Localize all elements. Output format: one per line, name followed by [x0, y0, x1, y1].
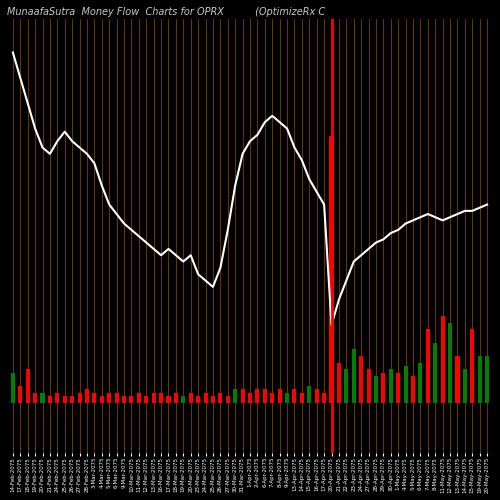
Bar [300, 392, 304, 402]
Bar [463, 370, 467, 402]
Bar [256, 390, 260, 402]
Bar [152, 392, 156, 402]
Bar [426, 330, 430, 402]
Bar [263, 390, 267, 402]
Bar [337, 362, 341, 403]
Bar [188, 392, 193, 402]
Bar [344, 370, 348, 402]
Bar [278, 390, 281, 402]
Bar [18, 386, 22, 402]
Bar [359, 356, 363, 403]
Bar [144, 396, 148, 402]
Bar [122, 396, 126, 402]
Bar [204, 392, 208, 402]
Bar [478, 356, 482, 403]
Bar [448, 322, 452, 402]
Bar [107, 392, 111, 402]
Bar [396, 372, 400, 402]
Bar [137, 392, 141, 402]
Bar [456, 356, 460, 403]
Bar [285, 392, 289, 402]
Bar [100, 396, 104, 402]
Bar [40, 392, 44, 402]
Bar [307, 386, 312, 402]
Bar [196, 396, 200, 402]
Bar [404, 366, 407, 403]
Bar [62, 396, 67, 402]
Bar [218, 392, 222, 402]
Bar [85, 390, 89, 402]
Bar [314, 390, 318, 402]
Bar [418, 362, 422, 403]
Bar [48, 396, 52, 402]
Bar [159, 392, 163, 402]
Bar [240, 390, 244, 402]
Bar [382, 372, 386, 402]
Bar [26, 370, 30, 402]
Bar [411, 376, 415, 402]
Bar [485, 356, 489, 403]
Bar [70, 396, 74, 402]
Bar [374, 376, 378, 402]
Bar [433, 342, 438, 402]
Bar [248, 392, 252, 402]
Bar [470, 330, 474, 402]
Bar [78, 392, 82, 402]
Bar [292, 390, 296, 402]
Bar [56, 392, 60, 402]
Bar [174, 392, 178, 402]
Bar [352, 350, 356, 403]
Bar [330, 136, 334, 402]
Bar [130, 396, 134, 402]
Bar [166, 396, 170, 402]
Bar [440, 316, 444, 402]
Bar [233, 390, 237, 402]
Bar [182, 396, 186, 402]
Bar [389, 370, 393, 402]
Bar [366, 370, 370, 402]
Bar [270, 392, 274, 402]
Bar [322, 392, 326, 402]
Bar [11, 372, 15, 402]
Bar [114, 392, 118, 402]
Bar [33, 392, 37, 402]
Bar [226, 396, 230, 402]
Text: MunaafaSutra  Money Flow  Charts for OPRX          (OptimizeRx C: MunaafaSutra Money Flow Charts for OPRX … [7, 7, 325, 17]
Bar [211, 396, 215, 402]
Bar [92, 392, 96, 402]
